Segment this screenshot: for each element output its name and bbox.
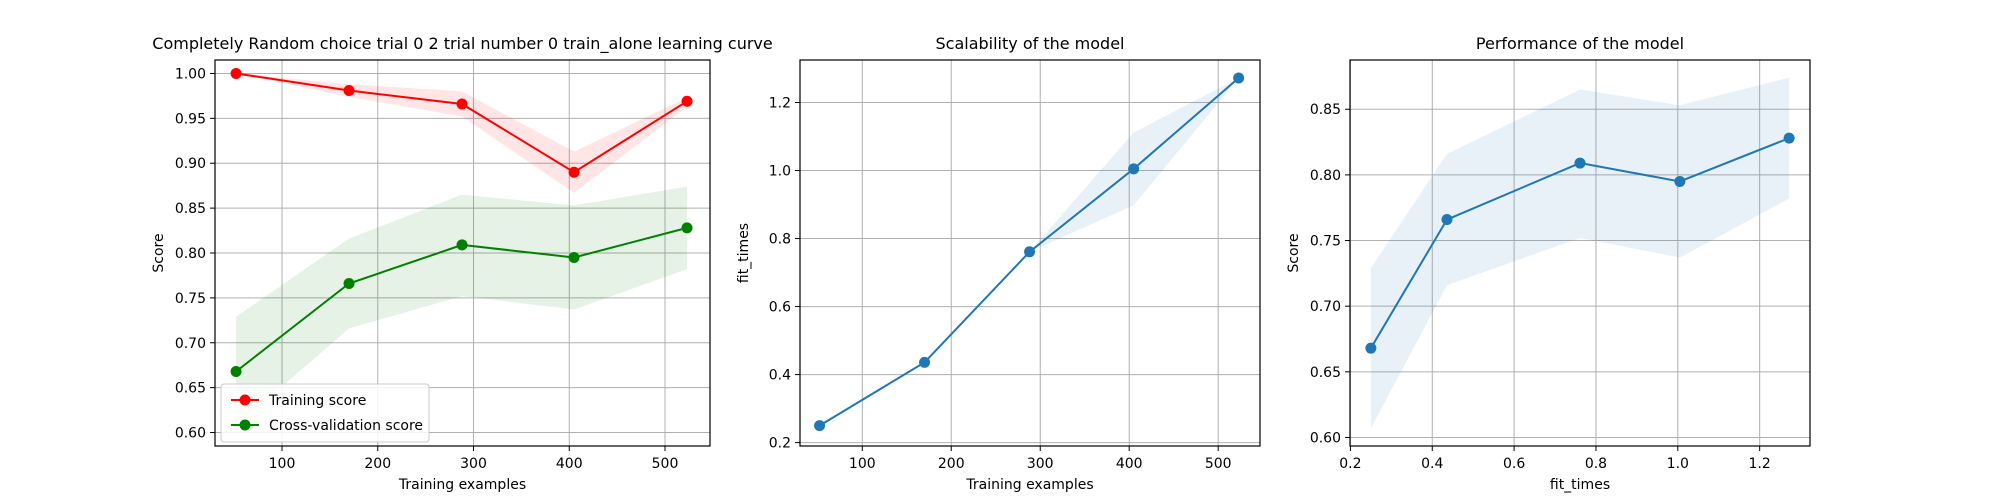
performance-y-tick-label: 0.75 [1310,234,1341,250]
learning-curve-x-tick-label: 200 [364,456,391,472]
learning-curve-data-point [230,365,242,377]
learning-curve-data-point [681,95,693,107]
performance-x-axis-label: fit_times [1550,477,1610,493]
learning-curve-x-tick-label: 300 [460,456,487,472]
learning-curve-data-point [681,222,693,234]
performance-y-tick-label: 0.65 [1310,365,1341,381]
learning-curve-data-point [568,251,580,263]
scalability-x-tick-label: 100 [849,456,876,472]
performance-y-tick-label: 0.60 [1310,430,1341,446]
performance-x-tick-label: 0.2 [1339,456,1361,472]
scalability-y-tick-label: 0.2 [769,436,791,452]
performance-data-point [1441,214,1453,226]
learning-curve-y-tick-label: 0.75 [175,291,206,307]
scalability-x-tick-label: 400 [1116,456,1143,472]
scalability-data-point [1128,163,1140,175]
scalability-x-tick-label: 300 [1027,456,1054,472]
learning-curve-data-point [343,278,355,290]
learning-curve-chart: 100 200 300 400 500 0.60 0.65 0.70 0.75 0.80 0.85 0… [151,34,773,493]
learning-curve-data-point [456,239,468,251]
learning-curve-y-tick-label: 0.90 [175,156,206,172]
performance-x-tick-label: 0.8 [1585,456,1607,472]
scalability-x-tick-label: 500 [1205,456,1232,472]
learning-curve-y-tick-label: 0.85 [175,201,206,217]
learning-curve-band-1 [236,186,688,427]
learning-curve-x-tick-label: 500 [652,456,679,472]
learning-curve-data-point [343,85,355,97]
scalability-axes-frame [799,59,1261,447]
scalability-title: Scalability of the model [936,34,1125,53]
learning-curve-data-point [456,98,468,110]
scalability-x-tick-label: 200 [938,456,965,472]
legend-marker-1 [239,419,251,431]
learning-curve-data-point [568,166,580,178]
scalability-data-point [1024,246,1036,258]
learning-curve-x-tick-label: 400 [556,456,583,472]
performance-title: Performance of the model [1476,34,1684,53]
scalability-y-axis-label: fit_times [736,223,752,283]
scalability-y-tick-label: 1.0 [769,164,791,180]
legend-box [220,383,430,443]
legend-label-1: Cross-validation score [269,418,423,434]
scalability-y-tick-label: 0.8 [769,232,791,248]
performance-y-axis-label: Score [1286,233,1302,272]
legend-label-0: Training score [268,393,366,409]
performance-chart: 0.2 0.4 0.6 0.8 1.0 1.2 0.60 0.65 0.70 0.75 0.80 0.… [1286,34,1811,493]
learning-curve-y-tick-label: 0.95 [175,111,206,127]
performance-y-tick-label: 0.80 [1310,168,1341,184]
scalability-y-tick-label: 1.2 [769,96,791,112]
scalability-x-axis-label: Training examples [965,477,1093,493]
learning-curve-y-tick-label: 0.80 [175,246,206,262]
performance-x-tick-label: 1.0 [1667,456,1689,472]
learning-curve-x-axis-label: Training examples [398,477,526,493]
performance-data-point [1574,157,1586,169]
scalability-data-point [1233,72,1245,84]
performance-x-tick-label: 1.2 [1749,456,1771,472]
performance-data-point [1674,175,1686,187]
performance-data-point [1365,342,1377,354]
scalability-y-tick-label: 0.6 [769,300,791,316]
scalability-y-tick-label: 0.4 [769,368,791,384]
scalability-data-point [814,420,826,432]
performance-y-tick-label: 0.70 [1310,299,1341,315]
performance-x-tick-label: 0.6 [1503,456,1525,472]
performance-data-point [1783,132,1795,144]
performance-band-0 [1370,77,1790,429]
learning-curve-data-point [230,67,242,79]
learning-curve-y-tick-label: 0.60 [175,426,206,442]
scalability-data-point [919,356,931,368]
learning-curve-y-tick-label: 0.70 [175,336,206,352]
learning-curve-y-tick-label: 1.00 [175,66,206,82]
performance-axes-frame [1349,59,1811,447]
scalability-chart: 100 200 300 400 500 0.2 0.4 0.6 0.8 1.0 1.2 Scalabi… [736,34,1261,493]
legend-marker-0 [239,394,251,406]
learning-curve-band-0 [236,73,688,193]
performance-x-tick-label: 0.4 [1421,456,1443,472]
learning-curve-x-tick-label: 100 [269,456,296,472]
learning-curve-legend: Training score Cross-validation score [220,383,430,443]
learning-curve-title: Completely Random choice trial 0 2 trial… [152,34,772,54]
learning-curve-y-axis-label: Score [151,233,167,272]
learning-curve-y-tick-label: 0.65 [175,381,206,397]
performance-y-tick-label: 0.85 [1310,102,1341,118]
